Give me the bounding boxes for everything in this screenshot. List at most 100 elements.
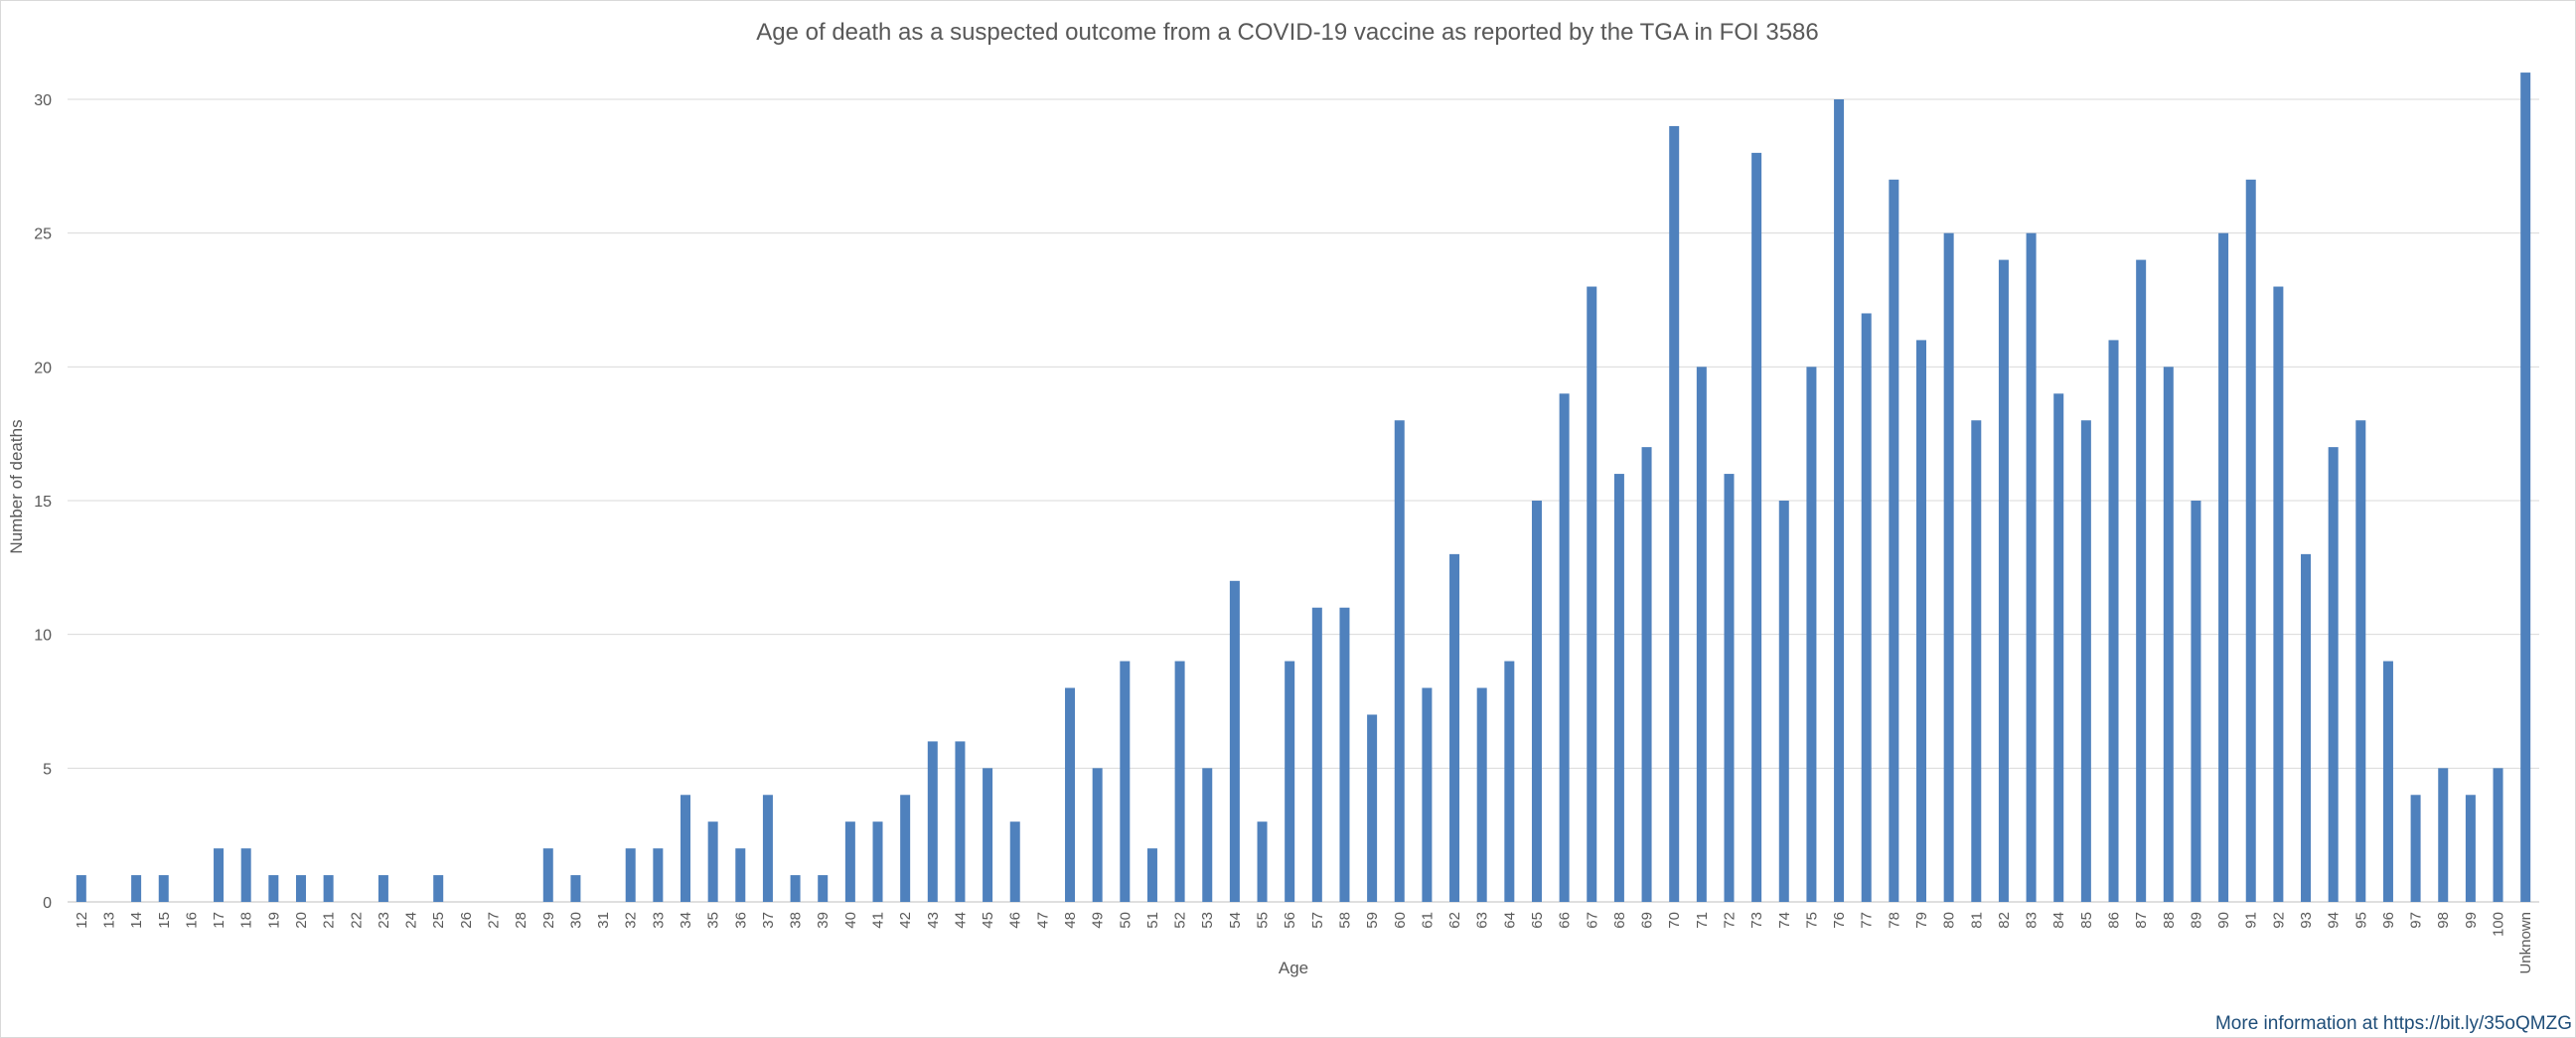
bar-14 xyxy=(131,875,142,902)
bar-44 xyxy=(955,741,966,902)
x-tick-label: 54 xyxy=(1227,912,1244,929)
x-tick-label: 70 xyxy=(1666,912,1683,929)
bar-25 xyxy=(433,875,444,902)
x-tick-label: 53 xyxy=(1199,912,1216,929)
bar-81 xyxy=(1971,420,1982,902)
x-tick-label: 84 xyxy=(2050,912,2067,929)
bar-54 xyxy=(1229,580,1240,902)
bar-84 xyxy=(2053,393,2064,902)
chart-title: Age of death as a suspected outcome from… xyxy=(756,19,1818,46)
bar-93 xyxy=(2301,553,2312,902)
y-tick-label: 15 xyxy=(34,494,52,511)
x-tick-label: 43 xyxy=(925,912,942,929)
bar-68 xyxy=(1613,474,1624,902)
more-info-link[interactable]: More information at https://bit.ly/35oQM… xyxy=(2214,1013,2572,1034)
bar-unknown xyxy=(2520,73,2531,903)
gridlines xyxy=(68,98,2539,903)
bar-46 xyxy=(1009,821,1020,902)
bar-37 xyxy=(762,795,773,902)
bar-100 xyxy=(2493,768,2503,902)
x-tick-label: 13 xyxy=(100,912,117,929)
bar-41 xyxy=(872,821,883,902)
x-tick-label: 68 xyxy=(1611,912,1628,929)
x-tick-label: 69 xyxy=(1639,912,1656,929)
x-tick-label: 76 xyxy=(1831,912,1848,929)
bar-71 xyxy=(1696,367,1707,902)
bar-43 xyxy=(927,741,938,902)
x-tick-label: 18 xyxy=(238,912,255,929)
x-tick-label: 52 xyxy=(1172,912,1189,929)
x-tick-label: 62 xyxy=(1446,912,1463,929)
bar-94 xyxy=(2328,447,2339,902)
x-tick-label: 73 xyxy=(1748,912,1765,929)
x-tick-label: 96 xyxy=(2380,912,2397,929)
bar-91 xyxy=(2245,179,2256,903)
bar-90 xyxy=(2218,232,2229,902)
x-tick-label: 12 xyxy=(74,912,90,929)
bar-75 xyxy=(1806,367,1817,902)
bar-58 xyxy=(1339,607,1350,902)
bar-85 xyxy=(2080,420,2091,902)
bar-76 xyxy=(1834,99,1845,902)
bar-56 xyxy=(1285,661,1295,902)
bar-20 xyxy=(295,875,306,902)
x-tick-label: 98 xyxy=(2435,912,2452,929)
bar-12 xyxy=(76,875,86,902)
bar-36 xyxy=(735,848,746,902)
x-tick-label: 34 xyxy=(678,912,694,929)
bar-19 xyxy=(268,875,279,902)
x-tick-label: 46 xyxy=(1007,912,1024,929)
x-tick-label: 94 xyxy=(2326,912,2343,929)
x-tick-label: 39 xyxy=(815,912,832,929)
bar-65 xyxy=(1531,501,1542,902)
bar-77 xyxy=(1861,313,1872,902)
x-axis-label: Age xyxy=(1279,959,1308,977)
x-tick-label: 80 xyxy=(1941,912,1958,929)
bar-99 xyxy=(2465,795,2476,902)
x-tick-label: 59 xyxy=(1364,912,1381,929)
x-tick-label: 44 xyxy=(952,912,969,929)
bar-42 xyxy=(900,795,911,902)
bar-49 xyxy=(1092,768,1103,902)
bar-45 xyxy=(983,768,993,902)
bar-62 xyxy=(1449,553,1460,902)
x-tick-label: 63 xyxy=(1474,912,1491,929)
bar-35 xyxy=(707,821,718,902)
x-tick-label: 74 xyxy=(1776,912,1793,929)
x-tick-label: 81 xyxy=(1968,912,1985,929)
x-tick-label: 100 xyxy=(2491,912,2507,937)
bar-21 xyxy=(323,875,334,902)
bar-18 xyxy=(240,848,251,902)
x-tick-label: 85 xyxy=(2078,912,2095,929)
x-tick-label: 51 xyxy=(1144,912,1161,929)
x-tick-label: 36 xyxy=(732,912,749,929)
bar-29 xyxy=(542,848,553,902)
x-tick-label: 31 xyxy=(595,912,612,929)
x-tick-label: 67 xyxy=(1584,912,1600,929)
bar-87 xyxy=(2136,259,2147,903)
x-tick-label: Unknown xyxy=(2517,912,2534,974)
x-tick-label: 82 xyxy=(1996,912,2013,929)
bar-33 xyxy=(653,848,664,902)
bar-53 xyxy=(1202,768,1213,902)
bar-79 xyxy=(1916,340,1926,902)
x-tick-label: 47 xyxy=(1034,912,1051,929)
bar-60 xyxy=(1394,420,1405,902)
bar-23 xyxy=(378,875,388,902)
x-tick-label: 89 xyxy=(2188,912,2204,929)
bar-61 xyxy=(1422,687,1433,902)
x-tick-label: 88 xyxy=(2161,912,2178,929)
x-tick-label: 65 xyxy=(1529,912,1546,929)
x-tick-label: 72 xyxy=(1721,912,1738,929)
x-tick-label: 77 xyxy=(1859,912,1876,929)
x-tick-label: 56 xyxy=(1282,912,1298,929)
x-axis-ticks: 12 13 14 15 16 17 18 19 20 21 22 23 24 25 26 27 28 29 30 31… xyxy=(74,912,2534,974)
x-tick-label: 86 xyxy=(2106,912,2123,929)
bar-57 xyxy=(1311,607,1322,902)
x-tick-label: 22 xyxy=(348,912,365,929)
bar-98 xyxy=(2438,768,2449,902)
bar-70 xyxy=(1669,125,1680,902)
y-tick-label: 10 xyxy=(34,628,52,645)
x-tick-label: 79 xyxy=(1913,912,1930,929)
bar-52 xyxy=(1174,661,1185,902)
